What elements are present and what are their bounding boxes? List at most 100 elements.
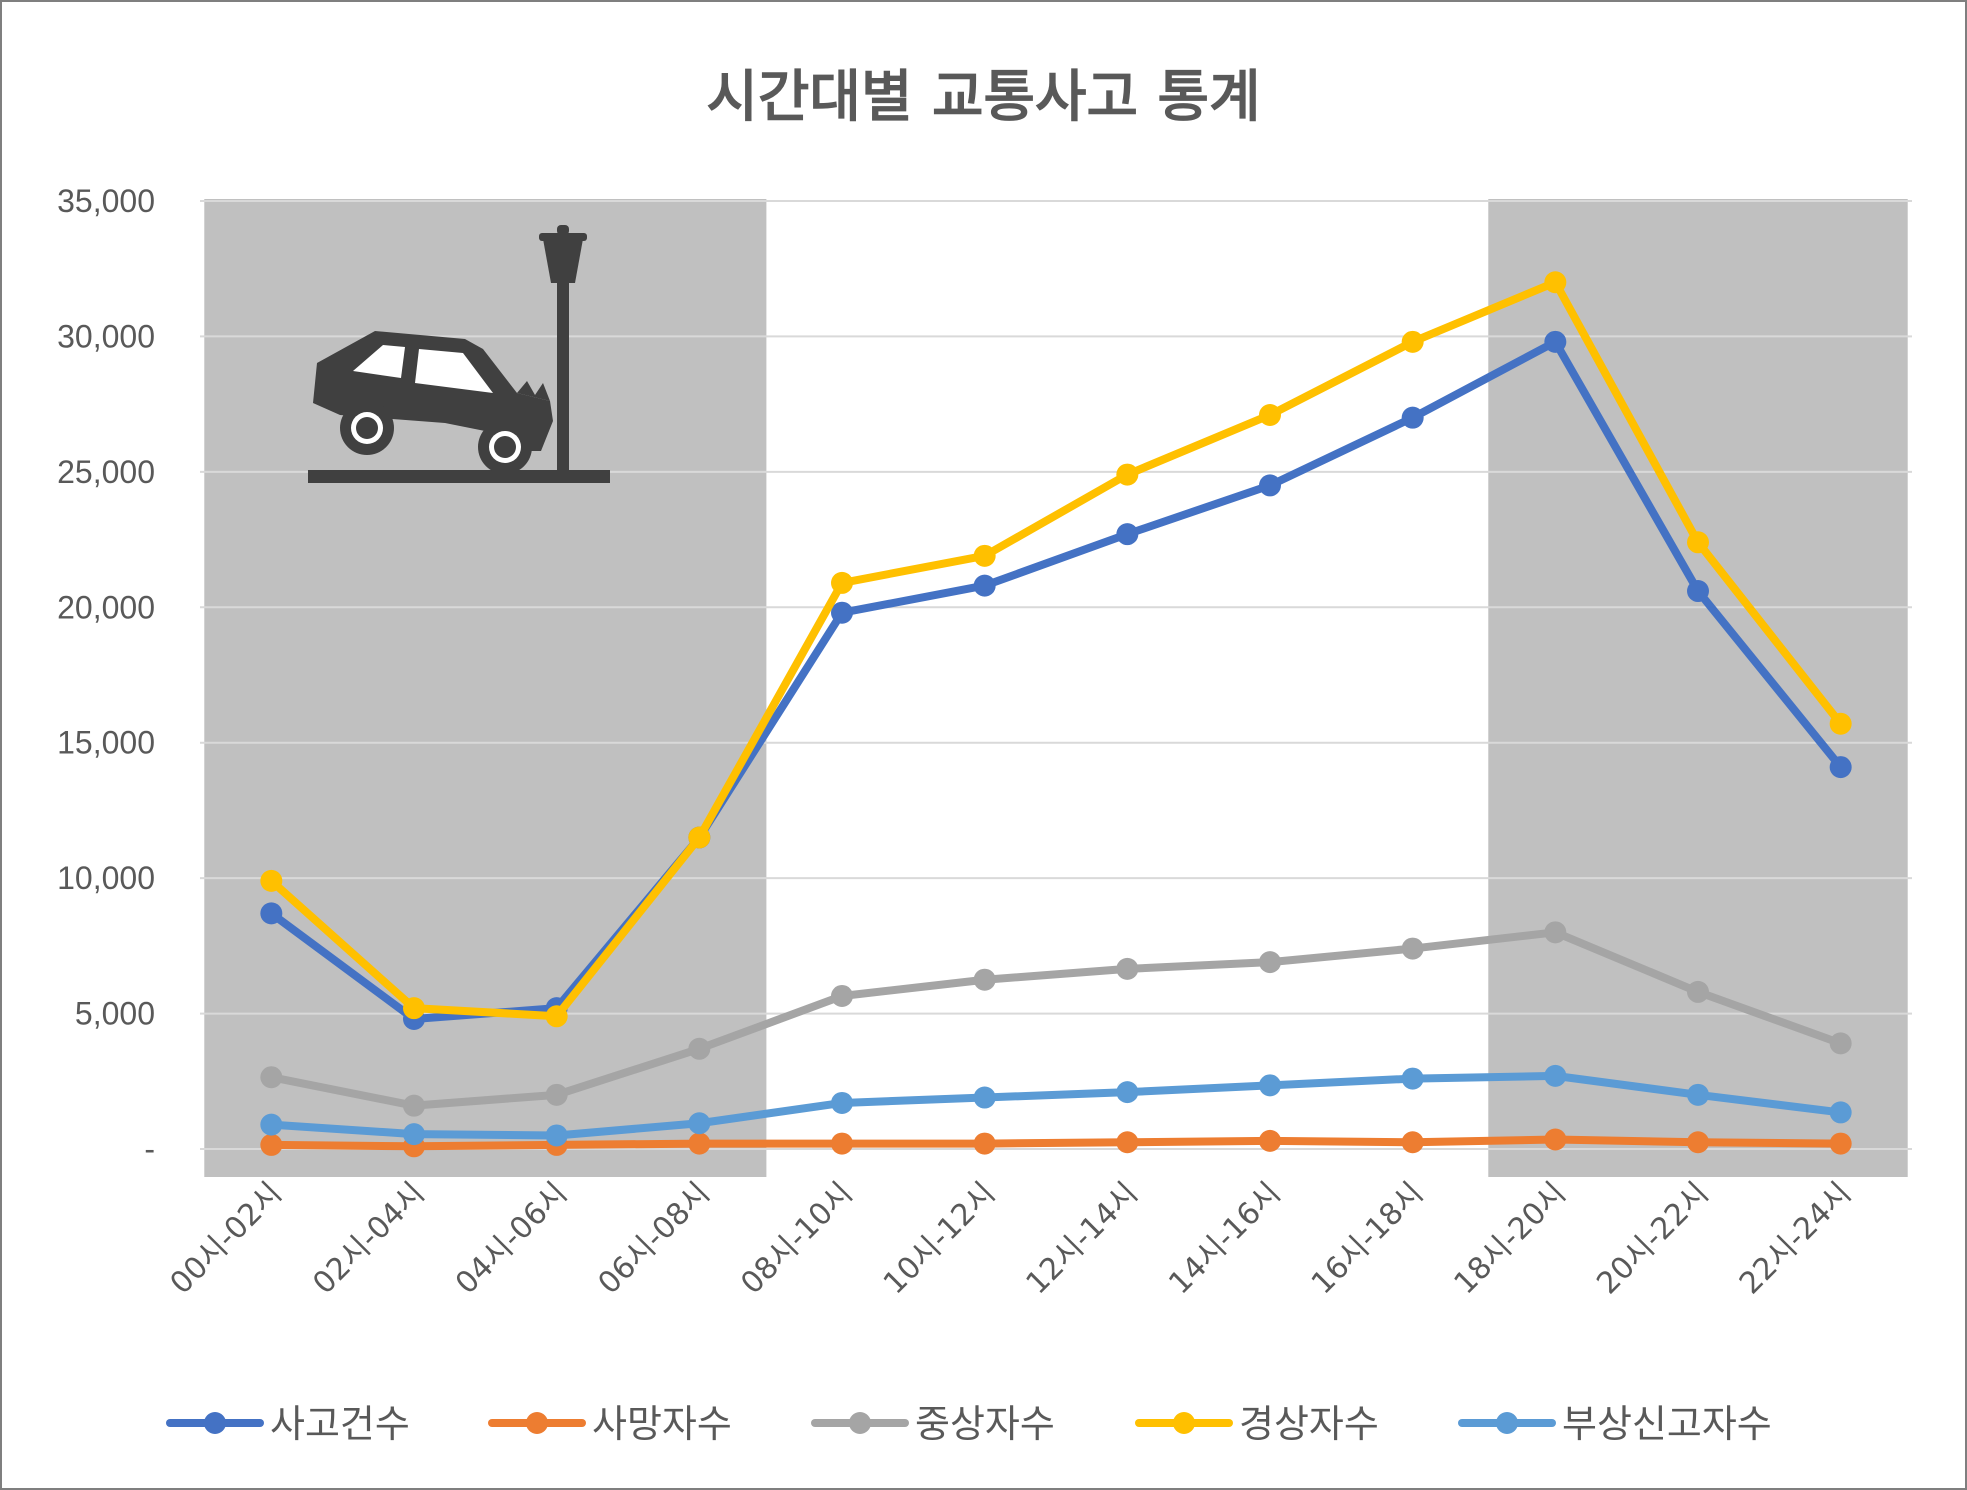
x-tick-label: 20시-22시: [1590, 1176, 1715, 1301]
data-point: [1687, 580, 1709, 603]
x-tick-label: 00시-02시: [164, 1176, 289, 1301]
y-axis-ticks: - 5,000 10,000 15,000 20,000 25,000 30,000 35,0…: [57, 183, 155, 1167]
data-point: [973, 1132, 996, 1155]
x-tick-label: 22시-24시: [1733, 1176, 1858, 1301]
data-point: [1687, 1131, 1709, 1154]
data-point: [1829, 1032, 1852, 1055]
data-point: [831, 1132, 853, 1155]
legend: 사고건수 사망자수 중상자수 경상자수 부상신고자수: [166, 1402, 1772, 1446]
data-point: [688, 1112, 711, 1135]
legend-label: 중상자수: [915, 1402, 1055, 1446]
legend-item-4: 부상신고자수: [1458, 1402, 1772, 1446]
data-point: [973, 1086, 996, 1109]
data-point: [831, 571, 853, 594]
data-point: [688, 826, 711, 849]
data-point: [1829, 1132, 1852, 1155]
legend-swatch-marker: [204, 1412, 226, 1434]
series-line: [267, 337, 1845, 1023]
data-point: [260, 869, 283, 892]
data-point: [260, 1113, 283, 1136]
data-point: [1401, 1067, 1424, 1090]
series-line: [267, 278, 1845, 1021]
y-tick-label: 10,000: [57, 860, 155, 896]
data-point: [1259, 403, 1281, 426]
data-point: [1687, 1083, 1709, 1106]
data-point: [545, 1005, 568, 1028]
x-tick-label: 18시-20시: [1448, 1176, 1573, 1301]
legend-item-0: 사고건수: [166, 1402, 410, 1446]
data-point: [1116, 523, 1139, 546]
y-tick-label: 15,000: [57, 725, 155, 761]
data-point: [260, 902, 283, 925]
y-tick-label: 20,000: [57, 589, 155, 625]
data-point: [545, 1124, 568, 1147]
series-line: [267, 928, 1845, 1110]
data-point: [1401, 406, 1424, 429]
data-point: [1259, 1129, 1281, 1152]
data-point: [545, 1083, 568, 1106]
legend-swatch-marker: [526, 1412, 548, 1434]
data-point: [403, 1123, 425, 1146]
data-point: [1401, 1131, 1424, 1154]
y-tick-label: -: [144, 1131, 155, 1167]
legend-item-3: 경상자수: [1135, 1402, 1379, 1446]
data-point: [831, 601, 853, 624]
chart-title: 시간대별 교통사고 통계: [706, 65, 1261, 130]
data-point: [973, 574, 996, 597]
data-point: [1544, 330, 1567, 353]
data-point: [1401, 937, 1424, 960]
data-point: [1829, 712, 1852, 735]
data-point: [1544, 921, 1567, 944]
data-point: [1116, 1081, 1139, 1104]
x-tick-label: 04시-06시: [449, 1176, 574, 1301]
data-point: [1259, 951, 1281, 974]
data-point: [403, 1094, 425, 1117]
y-tick-label: 5,000: [75, 996, 155, 1032]
legend-swatch-marker: [1173, 1412, 1195, 1434]
data-point: [403, 997, 425, 1020]
series-line: [267, 1071, 1845, 1140]
data-point: [1259, 1074, 1281, 1097]
data-point: [1687, 980, 1709, 1003]
y-tick-label: 25,000: [57, 454, 155, 490]
x-tick-label: 10시-12시: [877, 1176, 1002, 1301]
x-tick-label: 16시-18시: [1305, 1176, 1430, 1301]
data-point: [260, 1133, 283, 1156]
data-point: [831, 1091, 853, 1114]
data-point: [1687, 531, 1709, 554]
y-tick-label: 35,000: [57, 183, 155, 219]
series-lines: [260, 271, 1852, 1158]
data-point: [260, 1066, 283, 1089]
data-point: [1544, 1128, 1567, 1151]
data-point: [688, 1037, 711, 1060]
series-4: [260, 1064, 1852, 1147]
legend-label: 부상신고자수: [1562, 1402, 1772, 1446]
legend-item-2: 중상자수: [811, 1402, 1055, 1446]
x-tick-label: 12시-14시: [1020, 1176, 1145, 1301]
data-point: [1544, 1064, 1567, 1087]
x-tick-label: 06시-08시: [592, 1176, 717, 1301]
data-point: [973, 544, 996, 567]
x-axis-ticks: 00시-02시 02시-04시 04시-06시 06시-08시 08시-10시 10시-1…: [164, 1176, 1859, 1301]
data-point: [1116, 957, 1139, 980]
series-2: [260, 921, 1852, 1117]
y-tick-label: 30,000: [57, 318, 155, 354]
data-point: [1259, 474, 1281, 497]
legend-label: 경상자수: [1239, 1402, 1379, 1446]
data-point: [973, 968, 996, 991]
series-3: [260, 271, 1852, 1028]
data-point: [1829, 756, 1852, 779]
legend-label: 사고건수: [270, 1402, 410, 1446]
data-point: [1829, 1101, 1852, 1124]
data-point: [1116, 463, 1139, 486]
legend-label: 사망자수: [592, 1402, 732, 1446]
data-point: [1401, 330, 1424, 353]
series-line: [267, 1135, 1845, 1151]
legend-swatch-marker: [849, 1412, 871, 1434]
car-crash-lamppost-icon: [308, 225, 610, 483]
legend-item-1: 사망자수: [488, 1402, 732, 1446]
data-point: [1544, 271, 1567, 294]
data-point: [1116, 1131, 1139, 1154]
x-tick-label: 02시-04시: [306, 1176, 431, 1301]
